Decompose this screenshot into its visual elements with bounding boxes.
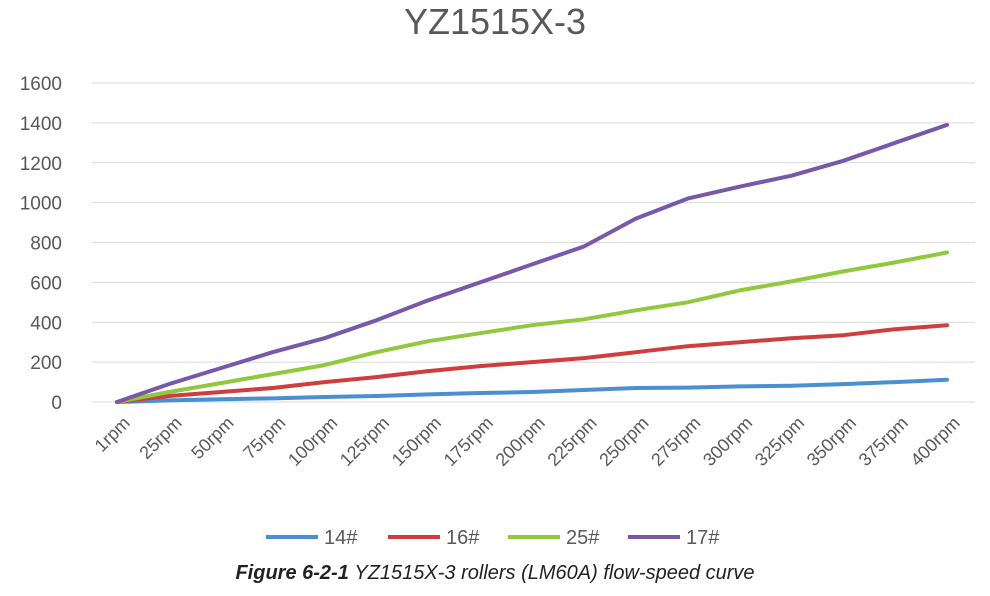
x-tick-label: 150rpm	[388, 413, 445, 470]
legend: 14# 16# 25# 17#	[266, 527, 720, 549]
x-tick-label: 50rpm	[187, 413, 237, 463]
x-tick-label: 375rpm	[855, 413, 912, 470]
y-tick-label: 0	[51, 393, 62, 414]
chart-svg: YZ1515X-3 02004006008001000120014001600 …	[20, 1, 975, 549]
x-tick-label: 100rpm	[284, 413, 341, 470]
y-axis: 0 200 400 600 800 1000 1200 1400 1600	[20, 74, 62, 414]
y-tick-label: 1000	[20, 194, 62, 215]
legend-label: 25#	[566, 527, 600, 549]
legend-label: 17#	[686, 527, 720, 549]
series-line-25#	[115, 250, 949, 404]
caption-text: YZ1515X-3 rollers (LM60A) flow-speed cur…	[354, 562, 755, 584]
series-line-14#	[115, 377, 949, 404]
chart-title: YZ1515X-3	[404, 1, 586, 42]
series-group	[115, 122, 949, 404]
series-line-17#	[115, 122, 949, 404]
legend-label: 16#	[446, 527, 480, 549]
x-tick-label: 75rpm	[239, 413, 289, 463]
y-tick-label: 1400	[20, 114, 62, 135]
y-tick-label: 800	[30, 234, 62, 255]
y-tick-label: 1600	[20, 74, 62, 95]
x-tick-label: 325rpm	[751, 413, 808, 470]
x-tick-label: 225rpm	[543, 413, 600, 470]
x-tick-label: 1rpm	[91, 413, 134, 456]
series-line-16#	[115, 323, 949, 404]
x-tick-label: 300rpm	[699, 413, 756, 470]
legend-label: 14#	[324, 527, 358, 549]
x-tick-label: 400rpm	[907, 413, 964, 470]
caption-label: Figure 6-2-1	[235, 562, 349, 584]
x-axis: 1rpm 25rpm 50rpm 75rpm100rpm125rpm150rpm175…	[91, 413, 964, 470]
x-tick-label: 200rpm	[492, 413, 549, 470]
x-tick-label: 275rpm	[647, 413, 704, 470]
y-tick-label: 400	[30, 313, 62, 334]
x-tick-label: 25rpm	[135, 413, 185, 463]
x-tick-label: 175rpm	[440, 413, 497, 470]
y-tick-label: 600	[30, 273, 62, 294]
y-tick-label: 1200	[20, 154, 62, 175]
x-tick-label: 125rpm	[336, 413, 393, 470]
grid-lines	[92, 82, 975, 403]
x-tick-label: 250rpm	[595, 413, 652, 470]
y-tick-label: 200	[30, 353, 62, 374]
figure-caption: Figure 6-2-1 YZ1515X-3 rollers (LM60A) f…	[0, 562, 990, 585]
x-tick-label: 350rpm	[803, 413, 860, 470]
